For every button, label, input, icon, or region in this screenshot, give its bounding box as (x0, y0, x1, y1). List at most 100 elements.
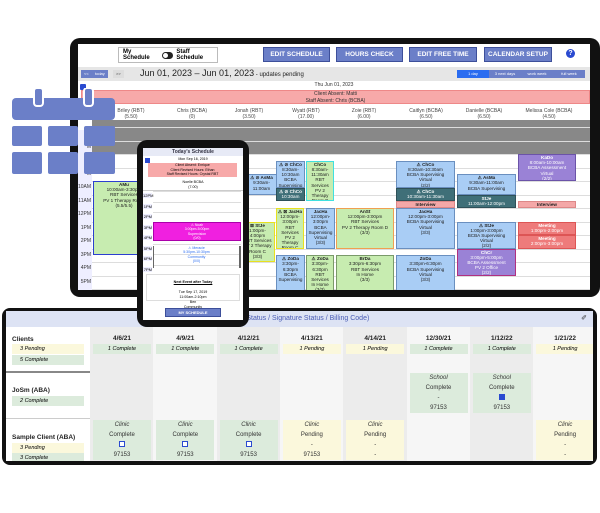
session-cell[interactable]: Clinic Complete 97153 (156, 420, 215, 460)
calendar-event[interactable]: ⚠ ⊘ AsMa 9:30am- 11:00am (245, 174, 278, 195)
event-title: ⚠ ZoDa (282, 256, 299, 262)
calendar-event[interactable]: ZoDa 3:30pm-6:30pm BCBA Supervising Virtu… (396, 255, 455, 290)
phone-event[interactable]: ⚠ Noah 3:00pm-5:00pm Supervision (0/0) (153, 222, 241, 241)
session-cell[interactable]: Clinic Pending - - (536, 420, 593, 460)
calendar-event[interactable]: Interview (396, 201, 455, 208)
edit-signature-icon[interactable] (498, 394, 505, 401)
date-range: Jun 01, 2023 – Jun 01, 2023 - updates pe… (140, 68, 304, 78)
client-name[interactable]: JoSm (ABA) (12, 387, 50, 394)
calendar-setup-button[interactable]: CALENDAR SETUP (484, 47, 552, 62)
session-status: Complete (425, 385, 452, 391)
staff-column-header[interactable]: Melissa Cole (BCBA) (4.50) (518, 108, 580, 120)
phone-time-label: 12PM (143, 193, 154, 198)
session-location: School (492, 375, 511, 381)
schedule-toggle[interactable]: My Schedule Staff Schedule (118, 47, 218, 63)
time-label: 11AM (78, 197, 92, 211)
view-work-week[interactable]: work week (527, 71, 547, 76)
pin-icon[interactable]: ✐ (581, 315, 587, 322)
session-status: Pending (364, 432, 387, 438)
calendar-event[interactable]: ⚠ ⊠ JacHa 12:00pm- 3:00pm RBT Services PV… (276, 208, 304, 249)
view-1-day[interactable]: 1 day (457, 70, 489, 78)
date-summary-chip[interactable]: 1 Complete (219, 344, 278, 354)
edit-schedule-button[interactable]: EDIT SCHEDULE (263, 47, 330, 62)
edit-icon[interactable] (145, 158, 150, 163)
date-summary-chip[interactable]: 1 Pending (282, 344, 341, 354)
event-details: 12:00pm- 3:00pm BCBA Supervising Virtual… (308, 214, 333, 246)
session-cell[interactable]: Clinic Complete 97153 (219, 420, 278, 460)
calendar-event[interactable]: BrDa 3:30pm-6:30pm RBT Services In Home (… (336, 255, 394, 290)
view-full-week[interactable]: full week (561, 71, 577, 76)
calendar-event[interactable]: Meeting 2:00pm-3:00pm (518, 235, 576, 249)
calendar-event[interactable]: Meeting 1:00pm-2:00pm (518, 221, 576, 235)
calendar-event[interactable]: JacHa 12:00pm-3:00pm BCBA Supervising Vir… (396, 208, 455, 249)
prev-button[interactable]: << (81, 70, 92, 78)
hour-line (153, 201, 241, 203)
event-title: ZoDa (419, 256, 432, 262)
event-title: AMu (119, 182, 129, 187)
date-header: 4/9/21 (176, 335, 195, 342)
staff-column-header[interactable]: Briley (RBT) (5.50) (100, 108, 162, 120)
event-details: 8:30am- 11:30am RBT Services PV 2 Therap… (311, 166, 329, 202)
calendar-event[interactable]: ⚠ ZoDa 3:30pm- 6:30pm RBT Services In Hom… (306, 255, 334, 290)
staff-column-header[interactable]: Zoie (RBT) (6.00) (333, 108, 395, 120)
calendar-event[interactable]: ChCo 8:30am- 11:30am RBT Services PV 2 Th… (306, 160, 334, 202)
event-details: 8:00am-10:00am BCBA Assessment Virtual (… (527, 160, 567, 181)
session-status-table: Edit (Status / Signature Status / Billin… (6, 311, 593, 461)
date-summary-chip[interactable]: 1 Complete (409, 344, 468, 354)
hours-check-button[interactable]: HOURS CHECK (336, 47, 403, 62)
calendar-event[interactable]: AnSt 12:00pm-3:00pm RBT Services PV 2 The… (336, 208, 394, 249)
phone-time-label: 6PM (143, 256, 152, 261)
my-schedule-button[interactable]: MY SCHEDULE (165, 308, 221, 317)
edit-free-time-button[interactable]: EDIT FREE TIME (409, 47, 477, 62)
date-column: 1/12/22 1 Complete School Complete 97153 (469, 327, 534, 461)
date-column: 1/21/22 1 Pending Clinic Pending - - (533, 327, 593, 461)
staff-column-header[interactable]: Caitlyn (BCBA) (6.50) (395, 108, 457, 120)
toggle-switch[interactable] (161, 51, 174, 59)
billing-code: 97153 (493, 405, 511, 411)
client-name[interactable]: Sample Client (ABA) (12, 434, 76, 441)
session-cell[interactable]: Clinic Pending - - (346, 420, 405, 460)
calendar-event[interactable]: ⚠ StJe 1:00pm-3:00pm BCBA Supervising Vir… (457, 221, 516, 249)
staff-column-header[interactable]: Danielle (BCBA) (6.50) (453, 108, 515, 120)
next-button[interactable]: >> (113, 70, 124, 78)
date-summary-chip[interactable]: 1 Pending (536, 344, 593, 354)
calendar-event[interactable]: ⚠ AsMa 9:30am-11:00am BCBA Supervising (457, 174, 516, 195)
todays-schedule-title: Today's Schedule (143, 148, 243, 156)
calendar-event[interactable]: JacHa 12:00pm- 3:00pm BCBA Supervising Vi… (306, 208, 335, 249)
edit-signature-icon[interactable] (182, 441, 189, 448)
staff-column-header[interactable]: Chris (BCBA) (0) (161, 108, 223, 120)
phone-event[interactable]: ⚠ Meracie 5:30pm-10:30pm Community (0/0) (153, 246, 241, 268)
view-3-next-days[interactable]: 3 next days (494, 71, 516, 76)
date-summary-chip[interactable]: 1 Complete (472, 344, 531, 354)
calendar-event[interactable]: ⚠ ZoDa 3:30pm- 6:30pm BCBA Supervising (276, 255, 305, 290)
edit-signature-icon[interactable] (119, 441, 125, 448)
edit-signature-icon[interactable] (245, 441, 252, 448)
staff-column-header[interactable]: Jonah (RBT) (3.50) (218, 108, 280, 120)
calendar-event[interactable]: KaDo 8:00am-10:00am BCBA Assessment Virtu… (518, 154, 576, 181)
session-cell[interactable]: School Complete - 97153 (409, 373, 468, 413)
hour-line (92, 194, 590, 196)
edit-icon[interactable] (80, 84, 86, 90)
staff-column-header[interactable]: Wyatt (RBT) (17.00) (275, 108, 337, 120)
calendar-event[interactable]: Interview (518, 201, 576, 208)
date-summary-chip[interactable]: 1 Complete (93, 344, 151, 354)
view-selector: 1 day 3 next days work week full week (457, 70, 585, 78)
calendar-event[interactable]: StJe 11:00am-12:00pm (457, 194, 516, 208)
session-cell[interactable]: Clinic Complete 97153 (93, 420, 151, 460)
session-cell[interactable]: School Complete 97153 (472, 373, 531, 413)
calendar-event[interactable]: ChCr 3:00pm-5:00pm BCBA Assessment PV 2 O… (457, 248, 516, 276)
date-summary-chip[interactable]: 1 Pending (346, 344, 405, 354)
date-summary-chip[interactable]: 1 Complete (156, 344, 215, 354)
calendar-event[interactable]: ⚠ ChCo 10:30am-11:30am (396, 187, 455, 202)
session-cell[interactable]: Clinic Pending - 97153 (282, 420, 341, 460)
calendar-event[interactable]: ⚠ ⊘ ChCo 8:30am- 10:30am BCBA Supervising (276, 160, 305, 188)
staff-name: Chris (BCBA) (176, 108, 207, 114)
event-details: 1:00pm-3:00pm BCBA Supervising Virtual (… (467, 227, 506, 249)
hour-line (153, 254, 241, 255)
calendar-event[interactable]: ⚠ ChCo 8:30am-10:30am BCBA Supervising Vi… (396, 160, 455, 188)
help-icon[interactable]: ? (566, 49, 575, 58)
today-button[interactable]: today (92, 70, 108, 78)
calendar-event[interactable]: ⚠ ⊘ ChCo 10:30am (276, 187, 305, 202)
event-title: Interview (537, 202, 557, 208)
date-column: 4/14/21 1 Pending Clinic Pending - - (343, 327, 408, 461)
